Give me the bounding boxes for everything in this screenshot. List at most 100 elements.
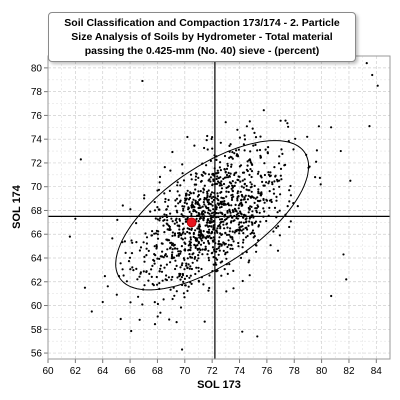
- data-point: [186, 257, 189, 260]
- data-point: [188, 210, 191, 214]
- data-point: [162, 298, 165, 301]
- data-point: [244, 218, 247, 221]
- data-point: [208, 195, 211, 198]
- data-point: [194, 272, 197, 276]
- data-point: [198, 227, 201, 230]
- data-point: [246, 164, 249, 167]
- data-point: [169, 169, 172, 172]
- outlier-point: [342, 253, 345, 256]
- data-point: [220, 180, 223, 183]
- data-point: [174, 199, 177, 202]
- data-point: [187, 285, 190, 288]
- data-point: [225, 167, 229, 170]
- data-point: [121, 204, 124, 207]
- data-point: [201, 210, 204, 213]
- data-point: [174, 219, 177, 222]
- data-point: [195, 211, 198, 214]
- data-point: [250, 185, 253, 188]
- data-point: [143, 284, 146, 287]
- data-point: [243, 213, 246, 216]
- data-point: [174, 259, 177, 262]
- data-point: [246, 160, 249, 163]
- data-point: [225, 195, 228, 198]
- data-point: [210, 225, 213, 228]
- data-point: [209, 176, 212, 179]
- data-point: [197, 233, 200, 236]
- data-point: [156, 233, 159, 236]
- data-point: [223, 227, 226, 230]
- data-point: [218, 206, 221, 209]
- data-point: [257, 170, 260, 173]
- data-point: [191, 201, 194, 204]
- data-point: [249, 205, 252, 208]
- data-point: [247, 194, 250, 197]
- data-point: [250, 183, 253, 186]
- data-point: [266, 151, 269, 154]
- data-point: [258, 211, 261, 214]
- data-point: [256, 172, 260, 175]
- data-point: [196, 248, 199, 251]
- data-point: [181, 262, 184, 265]
- data-point: [217, 212, 220, 215]
- data-point: [220, 233, 223, 236]
- data-point: [194, 188, 197, 191]
- data-point: [182, 292, 185, 295]
- data-point: [229, 247, 232, 250]
- data-point: [288, 200, 291, 203]
- data-point: [176, 247, 179, 250]
- x-axis-label: SOL 173: [197, 379, 241, 391]
- data-point: [222, 197, 225, 200]
- data-point: [202, 217, 205, 220]
- y-tick-label: 56: [31, 349, 43, 360]
- data-point: [202, 283, 205, 286]
- data-point: [248, 173, 251, 176]
- data-point: [218, 236, 221, 239]
- data-point: [179, 306, 183, 309]
- data-point: [201, 205, 204, 208]
- data-point: [142, 270, 145, 273]
- x-tick-label: 60: [42, 366, 54, 377]
- data-point: [208, 178, 211, 181]
- data-point: [153, 245, 156, 248]
- data-point: [200, 239, 203, 242]
- data-point: [223, 154, 227, 158]
- data-point: [247, 211, 250, 214]
- data-point: [173, 243, 176, 246]
- data-point: [182, 207, 185, 210]
- data-point: [193, 183, 196, 186]
- data-point: [219, 176, 222, 179]
- data-point: [181, 172, 184, 175]
- data-point: [139, 246, 143, 249]
- data-point: [256, 204, 259, 207]
- data-point: [224, 253, 227, 256]
- data-point: [177, 250, 180, 253]
- data-point: [207, 289, 210, 292]
- data-point: [241, 195, 244, 198]
- data-point: [238, 221, 241, 224]
- data-point: [237, 195, 240, 198]
- data-point: [170, 217, 173, 220]
- data-point: [218, 245, 221, 248]
- data-point: [263, 173, 266, 177]
- data-point: [171, 275, 174, 279]
- y-tick-label: 64: [31, 254, 43, 265]
- data-point: [158, 181, 161, 184]
- data-point: [150, 234, 153, 237]
- data-point: [273, 166, 276, 169]
- data-point: [171, 248, 174, 251]
- data-point: [205, 221, 209, 224]
- data-point: [222, 177, 225, 180]
- data-point: [150, 268, 153, 271]
- data-point: [216, 175, 219, 178]
- data-point: [248, 220, 251, 223]
- data-point: [106, 285, 109, 288]
- data-point: [206, 190, 209, 193]
- data-point: [223, 176, 226, 179]
- data-point: [256, 196, 259, 199]
- data-point: [243, 182, 246, 185]
- data-point: [243, 149, 246, 152]
- data-point: [227, 243, 230, 246]
- data-point: [230, 163, 233, 166]
- data-point: [227, 239, 230, 242]
- data-point: [233, 231, 236, 234]
